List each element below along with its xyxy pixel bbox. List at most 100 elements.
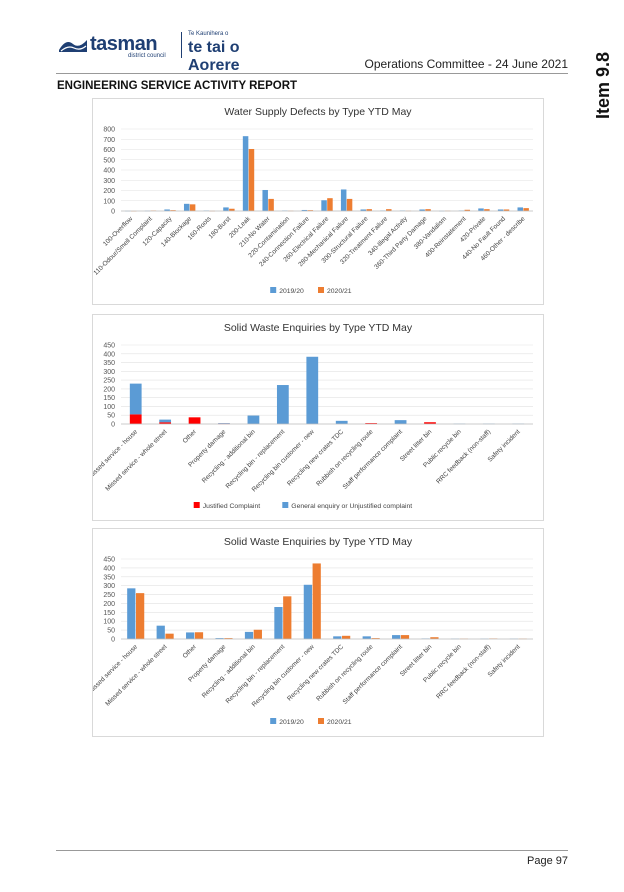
x-category-label: RRC feedback (non-staff) bbox=[435, 643, 492, 700]
bar-2019-20-recycling-new-crates-tdc bbox=[333, 636, 342, 639]
bar-2019-20-460-other-describe bbox=[517, 207, 523, 211]
logo-brand: tasman bbox=[90, 33, 158, 55]
logo-divider bbox=[181, 32, 182, 58]
bar-2020-21-recycling-bin-replacement bbox=[283, 596, 292, 639]
legend-label: 2019/20 bbox=[279, 288, 304, 295]
bar-2020-21-recycling-bin-customer-new bbox=[312, 563, 321, 639]
chart-svg: Solid Waste Enquiries by Type YTD May 0 50… bbox=[93, 322, 533, 510]
y-tick-label: 500 bbox=[103, 157, 115, 164]
bar-2020-21-street-litter-bin bbox=[430, 637, 439, 639]
bar-2020-21-240-connection-failure bbox=[307, 210, 314, 211]
bar-justified-complaint-missed-service-whole-street bbox=[159, 422, 172, 424]
y-tick-label: 300 bbox=[103, 178, 115, 185]
logo-maori-small: Te Kaunihera o bbox=[188, 31, 229, 37]
header-divider bbox=[56, 73, 568, 74]
y-tick-label: 250 bbox=[103, 592, 115, 599]
bar-2020-21-missed-service-whole-street bbox=[165, 633, 174, 639]
bar-2019-20-210-no-water bbox=[262, 189, 268, 211]
footer-divider bbox=[56, 850, 568, 851]
bar-2020-21-staff-performance-complaint bbox=[400, 635, 410, 639]
chart-solid-waste-years: Solid Waste Enquiries by Type YTD May 0 50… bbox=[92, 528, 544, 737]
chart-title: Water Supply Defects by Type YTD May bbox=[224, 106, 412, 118]
chart-water-supply-defects: Water Supply Defects by Type YTD May 0 100… bbox=[92, 98, 544, 305]
y-tick-label: 350 bbox=[103, 574, 115, 581]
y-tick-label: 0 bbox=[111, 209, 115, 216]
bar-2019-20-440-no-fault-found bbox=[497, 209, 504, 211]
chart-title: Solid Waste Enquiries by Type YTD May bbox=[224, 536, 413, 548]
legend-swatch bbox=[318, 718, 324, 724]
bar-2019-20-260-electrical-failure bbox=[321, 200, 327, 211]
bar-2020-21-180-burst bbox=[229, 208, 235, 211]
bar-2019-20-280-mechanical-failure bbox=[340, 189, 347, 211]
bar-2019-20-recycling-bin-customer-new bbox=[303, 584, 312, 639]
bar-2020-21-recycling-new-crates-tdc bbox=[342, 635, 351, 639]
chart-title: Solid Waste Enquiries by Type YTD May bbox=[224, 322, 413, 334]
bar-2019-20-420-private bbox=[478, 208, 484, 211]
chart-svg: Solid Waste Enquiries by Type YTD May 0 50… bbox=[93, 536, 533, 726]
x-category-label: Rubbish on recycling route bbox=[315, 428, 375, 488]
x-category-label: Missed service - whole street bbox=[104, 643, 168, 707]
tasman-logo: tasman district council Te Kaunihera o t… bbox=[58, 28, 258, 74]
bar-2020-21-120-capacity bbox=[170, 210, 176, 211]
y-tick-label: 200 bbox=[103, 188, 115, 195]
bar-general-enquiry-or-unjustified-complaint-staff-performance-complaint bbox=[394, 420, 407, 424]
bar-2020-21-400-reinstatement bbox=[464, 209, 471, 211]
bar-justified-complaint-street-litter-bin bbox=[424, 422, 436, 424]
x-category-label: Recycling bin - replacement bbox=[225, 428, 287, 490]
legend-swatch bbox=[270, 718, 277, 724]
x-category-label: Missed service - house bbox=[93, 428, 139, 480]
bar-2020-21-other bbox=[194, 632, 204, 639]
meeting-title: Operations Committee - 24 June 2021 bbox=[364, 57, 568, 71]
bar-general-enquiry-or-unjustified-complaint-missed-service-whole-street bbox=[159, 419, 172, 423]
bar-general-enquiry-or-unjustified-complaint-recycling-bin-replacement bbox=[276, 385, 289, 424]
item-number: Item 9.8 bbox=[593, 52, 613, 120]
y-tick-label: 50 bbox=[107, 413, 115, 420]
bar-2020-21-300-structural-failure bbox=[366, 209, 372, 211]
legend-label: 2019/20 bbox=[279, 719, 304, 726]
y-tick-label: 400 bbox=[103, 565, 115, 572]
logo-maori: te tai o Aorere bbox=[188, 39, 240, 74]
y-tick-label: 450 bbox=[103, 343, 115, 350]
bar-justified-complaint-rubbish-on-recycling-route bbox=[365, 423, 378, 424]
y-tick-label: 300 bbox=[103, 583, 115, 590]
bar-2020-21-rubbish-on-recycling-route bbox=[371, 638, 380, 639]
bar-2020-21-260-electrical-failure bbox=[327, 198, 333, 211]
bar-2019-20-other bbox=[186, 632, 195, 639]
legend-swatch bbox=[193, 502, 200, 508]
x-category-label: Staff performance complaint bbox=[342, 643, 404, 705]
legend-label: 2020/21 bbox=[327, 288, 352, 295]
bar-2019-20-recycling-bin-replacement bbox=[274, 607, 283, 639]
bar-2020-21-320-treatment-failure bbox=[386, 209, 392, 211]
x-category-label: Other bbox=[182, 643, 199, 660]
y-tick-label: 350 bbox=[103, 360, 115, 367]
y-tick-label: 100 bbox=[103, 404, 115, 411]
logo-district: district council bbox=[128, 53, 166, 59]
page-number: Page 97 bbox=[527, 855, 568, 867]
bar-2020-21-140-blockage bbox=[189, 204, 196, 211]
y-tick-label: 450 bbox=[103, 557, 115, 564]
y-tick-label: 200 bbox=[103, 386, 115, 393]
bar-2020-21-210-no-water bbox=[268, 198, 274, 211]
x-category-label: Recycling - additional bin bbox=[201, 428, 257, 484]
y-tick-label: 0 bbox=[111, 637, 115, 644]
bar-2020-21-360-third-party-damage bbox=[425, 209, 431, 211]
legend-swatch bbox=[318, 287, 324, 293]
bar-2019-20-recycling-additional-bin bbox=[244, 631, 254, 639]
bar-2020-21-200-leak bbox=[248, 148, 255, 211]
bar-2019-20-360-third-party-damage bbox=[419, 209, 425, 211]
bar-2020-21-property-damage bbox=[224, 638, 233, 639]
x-category-label: Recycling bin customer - new bbox=[251, 643, 316, 708]
bar-general-enquiry-or-unjustified-complaint-missed-service-house bbox=[129, 383, 142, 415]
chart-svg: Water Supply Defects by Type YTD May 0 100… bbox=[93, 106, 533, 295]
bar-2019-20-300-structural-failure bbox=[360, 209, 367, 211]
y-tick-label: 50 bbox=[107, 628, 115, 635]
bar-2019-20-missed-service-house bbox=[127, 588, 136, 639]
legend-label: General enquiry or Unjustified complaint bbox=[291, 503, 412, 510]
x-category-label: Recycling new crates TDC bbox=[286, 643, 345, 702]
x-category-label: Rubbish on recycling route bbox=[315, 643, 375, 703]
bar-2020-21-460-other-describe bbox=[523, 208, 529, 211]
legend-swatch bbox=[282, 502, 289, 508]
y-tick-label: 600 bbox=[103, 147, 115, 154]
y-tick-label: 200 bbox=[103, 601, 115, 608]
x-category-label: Missed service - house bbox=[93, 643, 139, 695]
